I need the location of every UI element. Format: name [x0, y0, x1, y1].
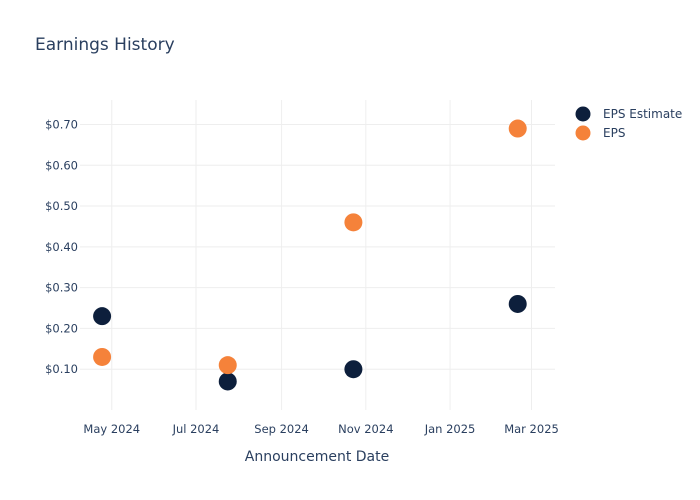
- point-eps-estimate: [508, 294, 527, 313]
- y-tick-label: $0.30: [45, 281, 78, 295]
- x-tick-label: May 2024: [83, 422, 140, 436]
- x-tick-label: Jul 2024: [172, 422, 220, 436]
- point-eps-estimate: [218, 372, 237, 391]
- legend-label: EPS Estimate: [603, 107, 682, 121]
- x-tick-label: Nov 2024: [338, 422, 393, 436]
- y-tick-label: $0.20: [45, 321, 78, 335]
- x-tick-label: Mar 2025: [504, 422, 559, 436]
- y-tick-label: $0.40: [45, 240, 78, 254]
- point-eps-estimate: [93, 307, 112, 326]
- chart-title: Earnings History: [35, 35, 175, 55]
- y-tick-label: $0.50: [45, 199, 78, 213]
- grid: [80, 100, 555, 410]
- point-eps: [508, 119, 527, 138]
- point-eps-estimate: [344, 360, 363, 379]
- legend-label: EPS: [603, 126, 625, 140]
- legend-marker: [575, 125, 591, 141]
- data-points: [93, 119, 527, 391]
- x-tick-label: Sep 2024: [254, 422, 309, 436]
- legend-marker: [575, 106, 591, 122]
- tick-labels: May 2024 Jul 2024 Sep 2024 Nov 2024 Jan 2025…: [45, 117, 559, 436]
- point-eps: [93, 347, 112, 366]
- y-tick-label: $0.10: [45, 362, 78, 376]
- x-tick-label: Jan 2025: [424, 422, 476, 436]
- x-axis-title: Announcement Date: [245, 449, 389, 465]
- y-tick-label: $0.60: [45, 158, 78, 172]
- legend: EPS Estimate EPS: [575, 106, 682, 141]
- point-eps: [344, 213, 363, 232]
- point-eps: [218, 356, 237, 375]
- y-tick-label: $0.70: [45, 117, 78, 131]
